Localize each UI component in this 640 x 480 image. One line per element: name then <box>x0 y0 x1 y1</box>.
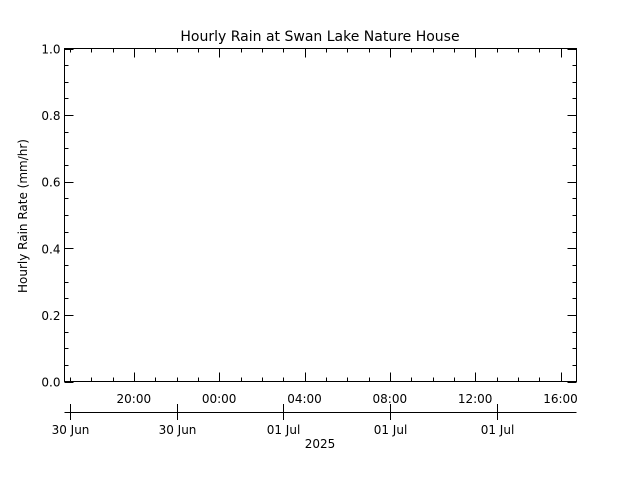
y-tick-label: 1.0 <box>41 43 60 57</box>
date-tick-label: 01 Jul <box>267 423 301 437</box>
x-axis-ticks: 20:00 00:00 04:00 08:00 12:00 16:00 <box>70 48 578 406</box>
x-tick-label: 20:00 <box>117 392 152 406</box>
y-tick-label: 0.2 <box>41 309 60 323</box>
x-tick-label: 16:00 <box>543 392 578 406</box>
year-label: 2025 <box>305 437 336 451</box>
y-tick-label: 0.4 <box>41 242 60 256</box>
plot-frame <box>64 48 577 382</box>
y-tick-label: 0.6 <box>41 176 60 190</box>
x-tick-label: 12:00 <box>458 392 493 406</box>
date-tick-label: 30 Jun <box>159 423 197 437</box>
x-tick-label: 08:00 <box>373 392 408 406</box>
date-tick-label: 01 Jul <box>481 423 515 437</box>
y-tick-label: 0.0 <box>41 376 60 390</box>
date-tick-label: 01 Jul <box>374 423 408 437</box>
y-tick-label: 0.8 <box>41 109 60 123</box>
x-tick-label: 04:00 <box>287 392 322 406</box>
chart-title: Hourly Rain at Swan Lake Nature House <box>180 29 459 45</box>
x-tick-label: 00:00 <box>202 392 237 406</box>
y-axis-label: Hourly Rain Rate (mm/hr) <box>16 139 30 293</box>
date-axis: 30 Jun 30 Jun 01 Jul 01 Jul 01 Jul <box>52 404 577 437</box>
y-axis-ticks: 0.0 0.2 0.4 0.6 0.8 1.0 <box>41 43 577 390</box>
date-tick-label: 30 Jun <box>52 423 90 437</box>
